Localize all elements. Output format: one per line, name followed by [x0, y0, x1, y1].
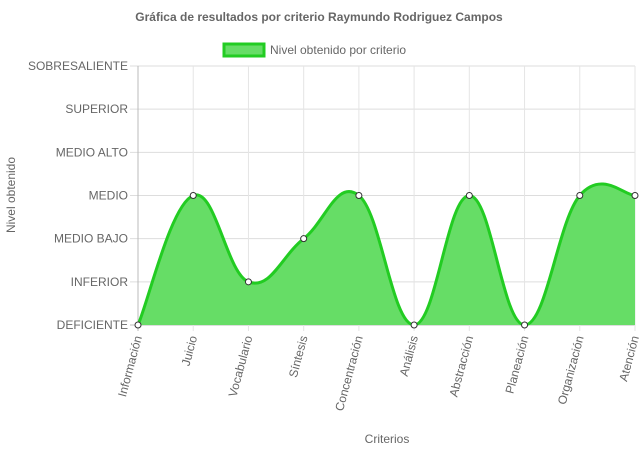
y-axis: DEFICIENTE INFERIOR MEDIO BAJO MEDIO MEDIO A… [28, 59, 128, 332]
chart-title: Gráfica de resultados por criterio Raymu… [135, 10, 503, 24]
x-tick-label: Atención [616, 334, 639, 383]
series-line [136, 182, 636, 327]
y-tick-label: SUPERIOR [65, 102, 128, 116]
legend[interactable]: Nivel obtenido por criterio [222, 42, 406, 58]
x-tick-label: Información [115, 334, 145, 398]
series-points [134, 192, 639, 329]
data-point[interactable] [521, 321, 529, 329]
y-axis-title: Nivel obtenido [4, 157, 18, 233]
x-tick-label: Concentración [332, 334, 366, 412]
x-tick-label: Organización [555, 334, 587, 406]
data-point[interactable] [410, 321, 418, 329]
y-tick-label: SOBRESALIENTE [28, 59, 128, 73]
y-tick-label: MEDIO [89, 189, 128, 203]
series-area [136, 182, 636, 327]
x-axis-title: Criterios [365, 432, 410, 446]
data-point[interactable] [465, 192, 473, 199]
data-point[interactable] [300, 235, 308, 243]
legend-swatch [222, 42, 266, 58]
x-tick-label: Planeación [503, 334, 532, 395]
y-tick-label: MEDIO ALTO [56, 145, 128, 159]
data-point[interactable] [355, 192, 363, 199]
data-point[interactable] [244, 278, 252, 286]
x-tick-label: Abstracción [446, 334, 476, 398]
y-tick-label: DEFICIENTE [57, 318, 128, 332]
data-point[interactable] [576, 192, 584, 199]
x-tick-label: Análisis [397, 334, 421, 378]
x-axis: Información Juicio Vocabulario Síntesis Conc… [115, 334, 639, 413]
x-tick-label: Vocabulario [226, 334, 256, 399]
legend-label: Nivel obtenido por criterio [270, 43, 406, 57]
x-tick-label: Síntesis [286, 334, 311, 379]
y-tick-label: MEDIO BAJO [54, 232, 128, 246]
series-area-fill [138, 183, 635, 325]
y-tick-label: INFERIOR [71, 275, 129, 289]
data-point[interactable] [134, 321, 142, 329]
data-point[interactable] [631, 192, 639, 199]
x-tick-label: Juicio [179, 334, 201, 368]
data-point[interactable] [189, 192, 197, 199]
